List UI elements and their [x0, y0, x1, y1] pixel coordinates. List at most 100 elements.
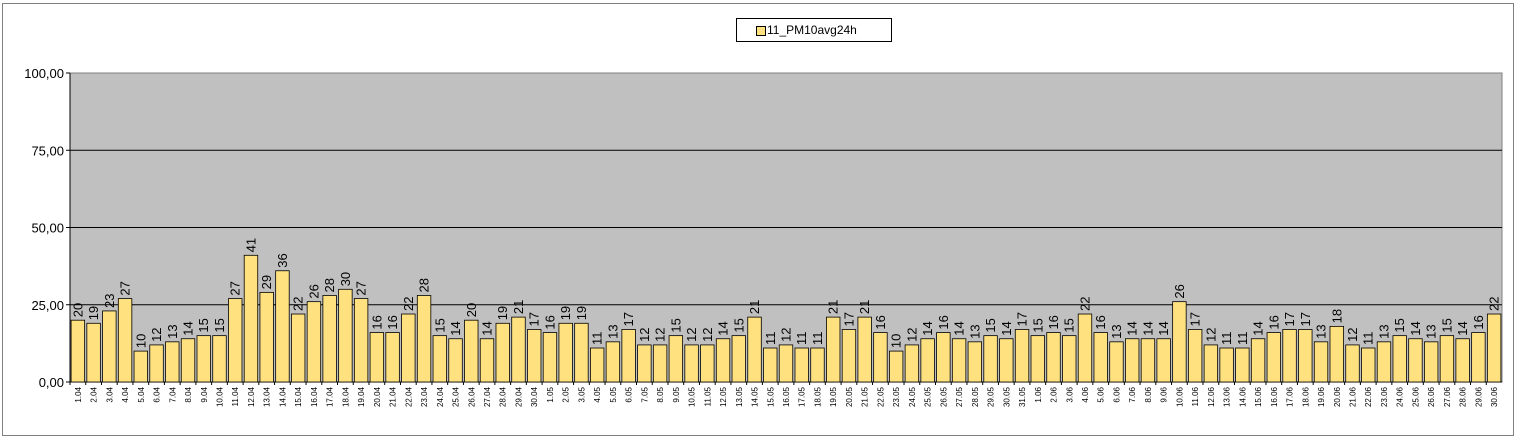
x-tick-label: 6.06: [1112, 386, 1121, 402]
data-label: 14: [1125, 321, 1140, 335]
bar: [826, 316, 841, 383]
bar: [574, 322, 589, 383]
data-label: 11: [1235, 332, 1250, 346]
x-tick-label: 9.05: [672, 386, 681, 402]
x-tick-label: 24.05: [908, 386, 917, 407]
x-tick-label: 1.06: [1034, 386, 1043, 402]
x-tick-label: 24.06: [1396, 386, 1405, 407]
bar: [1455, 338, 1470, 383]
bar: [322, 295, 337, 383]
bar: [1376, 341, 1392, 383]
x-tick-label: 4.05: [593, 386, 602, 402]
bar: [1172, 301, 1187, 383]
data-label: 13: [1109, 324, 1124, 338]
x-tick-label: 18.06: [1301, 386, 1310, 407]
x-tick-label: 9.06: [1160, 386, 1169, 402]
data-label: 22: [401, 297, 416, 311]
data-label: 14: [999, 321, 1014, 335]
data-label: 29: [259, 275, 274, 289]
x-tick-label: 29.04: [514, 386, 523, 407]
bar: [1486, 313, 1502, 383]
bar: [1424, 341, 1439, 383]
bar: [401, 313, 416, 383]
x-tick-label: 25.05: [924, 386, 933, 407]
bar: [291, 313, 306, 383]
y-tick-label: 0,00: [39, 375, 64, 390]
x-tick-label: 6.05: [625, 386, 634, 402]
data-label: 14: [1408, 321, 1423, 335]
x-tick-label: 22.06: [1364, 386, 1373, 407]
data-label: 12: [684, 327, 699, 341]
x-tick-label: 19.06: [1317, 386, 1326, 407]
x-tick-label: 10.06: [1175, 386, 1184, 407]
data-label: 17: [841, 312, 856, 326]
x-tick-label: 12.04: [247, 386, 256, 407]
y-tick-label: 50,00: [31, 221, 64, 236]
bar: [306, 301, 322, 383]
x-tick-label: 18.04: [341, 386, 350, 407]
bar: [275, 270, 290, 383]
data-label: 19: [86, 306, 101, 320]
bar: [165, 341, 180, 383]
y-tick-label: 100,00: [24, 66, 64, 81]
data-label: 15: [1439, 318, 1454, 332]
x-tick-label: 6.04: [153, 386, 162, 402]
data-label: 15: [432, 318, 447, 332]
x-tick-label: 17.06: [1286, 386, 1295, 407]
data-label: 14: [1251, 321, 1266, 335]
data-label: 12: [904, 327, 919, 341]
x-tick-label: 15.04: [294, 386, 303, 407]
bar: [1345, 344, 1360, 383]
bar: [951, 338, 967, 383]
x-tick-label: 25.06: [1411, 386, 1420, 407]
data-label: 20: [70, 303, 85, 317]
bar: [1156, 338, 1171, 383]
x-tick-label: 29.06: [1474, 386, 1483, 407]
bar: [385, 332, 400, 383]
x-tick-label: 13.05: [735, 386, 744, 407]
data-label: 13: [1376, 324, 1391, 338]
x-tick-label: 21.05: [861, 386, 870, 407]
x-tick-label: 3.06: [1065, 386, 1074, 402]
data-label: 19: [495, 306, 510, 320]
bar: [259, 291, 274, 383]
bar: [1471, 332, 1486, 383]
data-label: 15: [196, 318, 211, 332]
data-label: 17: [1298, 312, 1313, 326]
bar: [999, 338, 1014, 383]
bar: [338, 288, 353, 383]
bar: [196, 335, 211, 383]
bar: [1030, 335, 1045, 383]
x-tick-label: 27.05: [955, 386, 964, 407]
x-tick-label: 23.04: [420, 386, 429, 407]
bar: [511, 316, 526, 383]
data-label: 11: [763, 332, 778, 346]
bar: [1219, 347, 1234, 383]
bar: [652, 344, 668, 383]
data-label: 14: [480, 321, 495, 335]
x-tick-label: 31.05: [1018, 386, 1027, 407]
x-tick-label: 26.06: [1427, 386, 1436, 407]
data-label: 17: [1282, 312, 1297, 326]
data-label: 12: [700, 327, 715, 341]
data-label: 12: [779, 327, 794, 341]
data-label: 27: [118, 281, 133, 295]
data-label: 15: [731, 318, 746, 332]
x-tick-label: 22.05: [876, 386, 885, 407]
data-label: 17: [527, 312, 542, 326]
bar: [1109, 341, 1124, 383]
data-label: 16: [1266, 315, 1281, 329]
data-label: 15: [1392, 318, 1407, 332]
x-tick-label: 27.04: [483, 386, 492, 407]
x-tick-label: 9.04: [200, 386, 209, 402]
data-label: 14: [1140, 321, 1155, 335]
bar: [1077, 313, 1093, 383]
bar: [747, 316, 762, 383]
x-tick-label: 13.06: [1223, 386, 1232, 407]
bar: [857, 316, 872, 383]
data-label: 16: [873, 315, 888, 329]
data-label: 11: [590, 332, 605, 346]
data-label: 14: [1156, 321, 1171, 335]
x-tick-label: 16.05: [782, 386, 791, 407]
bar: [731, 335, 746, 383]
